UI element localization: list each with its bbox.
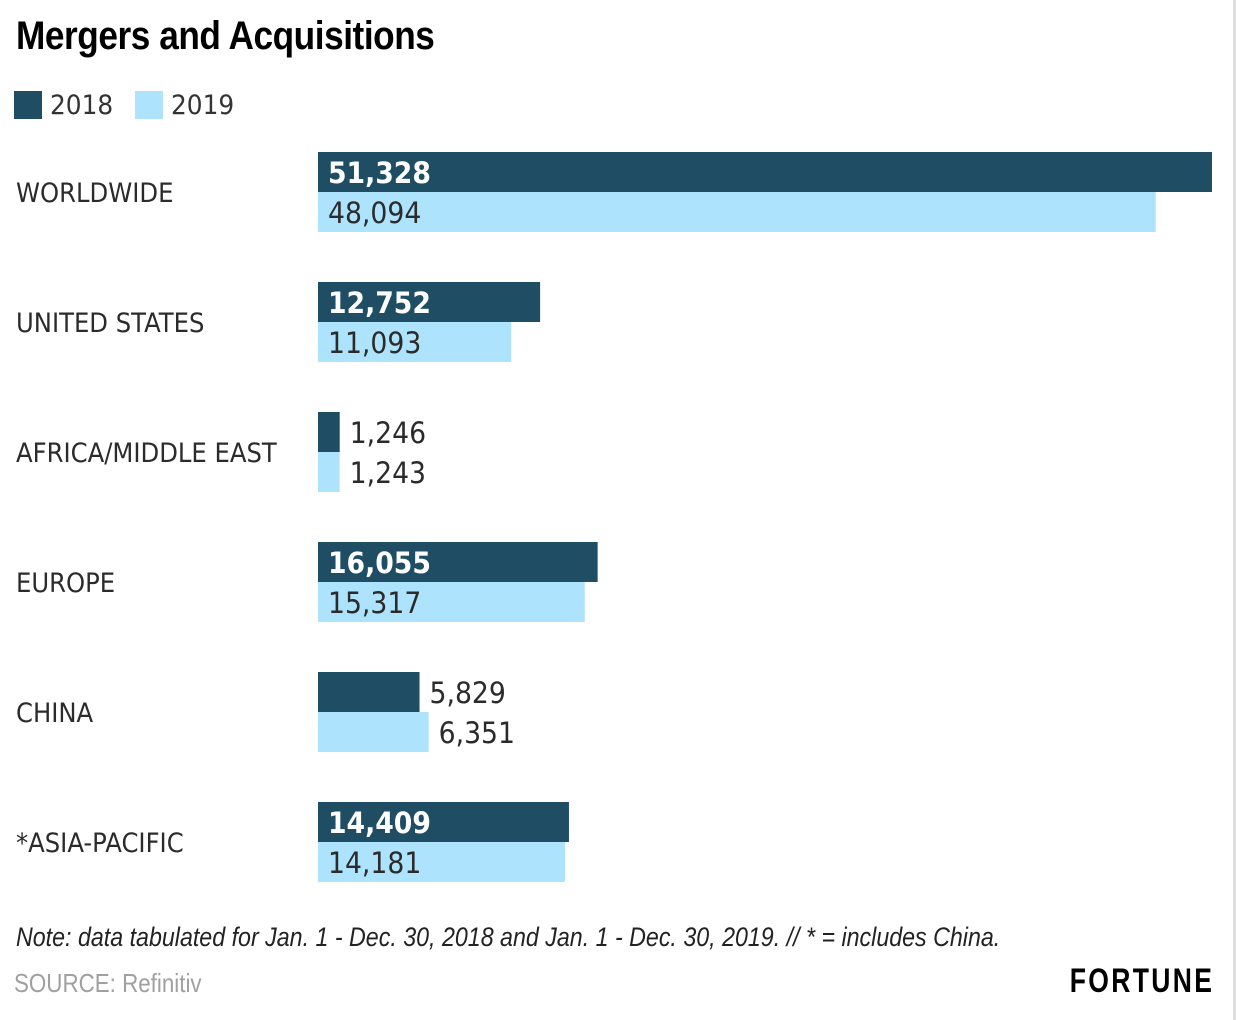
bar-2019 [318, 192, 1156, 232]
legend-label-2018: 2018 [50, 89, 114, 121]
data-label-2019: 48,094 [328, 196, 421, 230]
fortune-logo: FORTUNE [1069, 962, 1214, 1000]
bar-2019 [318, 712, 429, 752]
category-label: WORLDWIDE [16, 178, 173, 210]
data-label-2019: 11,093 [328, 326, 421, 360]
legend-label-2019: 2019 [170, 89, 234, 121]
bar-2018 [318, 282, 541, 322]
bar-2019 [318, 322, 512, 362]
category-label: EUROPE [16, 568, 115, 600]
data-label-2018: 51,328 [328, 156, 431, 190]
right-border [1233, 0, 1236, 1020]
bar-chart: WORLDWIDE 51,328 48,094 UNITED STATES 12,752… [16, 152, 1212, 882]
data-label-2019: 1,243 [350, 456, 426, 490]
legend-swatch-2018 [14, 91, 42, 119]
data-label-2019: 14,181 [328, 846, 421, 880]
bar-2018 [318, 412, 340, 452]
category-label: UNITED STATES [16, 308, 204, 340]
footnote: Note: data tabulated for Jan. 1 - Dec. 3… [16, 922, 1001, 952]
data-label-2019: 15,317 [328, 586, 421, 620]
data-label-2018: 16,055 [328, 546, 431, 580]
category-label: *ASIA-PACIFIC [16, 828, 184, 860]
data-label-2018: 1,246 [350, 416, 426, 450]
data-label-2018: 12,752 [328, 286, 431, 320]
legend: 2018 2019 [14, 89, 255, 121]
source-credit: SOURCE: Refinitiv [14, 968, 202, 998]
chart-title: Mergers and Acquisitions [16, 14, 435, 58]
bar-2019 [318, 452, 340, 492]
legend-swatch-2019 [134, 91, 163, 119]
bar-2018 [318, 542, 598, 582]
data-label-2018: 14,409 [328, 806, 431, 840]
bar-2019 [318, 582, 585, 622]
bar-2019 [318, 842, 565, 882]
data-label-2018: 5,829 [430, 676, 506, 710]
bar-2018 [318, 152, 1212, 192]
category-label: CHINA [16, 698, 94, 730]
bar-2018 [318, 802, 569, 842]
category-label: AFRICA/MIDDLE EAST [16, 438, 277, 470]
legend-item-2018: 2018 [14, 90, 119, 121]
legend-item-2019: 2019 [134, 89, 240, 121]
bar-2018 [318, 672, 420, 712]
data-label-2019: 6,351 [439, 716, 515, 750]
